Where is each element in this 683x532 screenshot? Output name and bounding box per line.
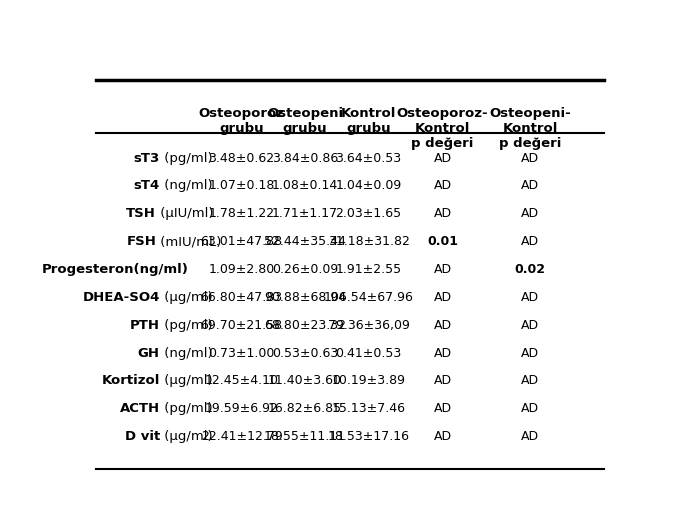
Text: GH: GH: [138, 346, 160, 360]
Text: TSH: TSH: [126, 207, 156, 220]
Text: Osteopeni
grubu: Osteopeni grubu: [267, 107, 343, 135]
Text: 3.84±0.86: 3.84±0.86: [272, 152, 338, 164]
Text: AD: AD: [521, 346, 539, 360]
Text: DHEA-SO4: DHEA-SO4: [83, 291, 160, 304]
Text: (μIU/ml): (μIU/ml): [156, 207, 214, 220]
Text: 63.01±47.88: 63.01±47.88: [201, 235, 283, 248]
Text: AD: AD: [434, 346, 451, 360]
Text: AD: AD: [434, 291, 451, 304]
Text: (ng/ml): (ng/ml): [160, 346, 212, 360]
Text: 31.18±31.82: 31.18±31.82: [328, 235, 410, 248]
Text: (mIU/mL): (mIU/mL): [156, 235, 221, 248]
Text: D vit: D vit: [124, 430, 160, 443]
Text: AD: AD: [521, 402, 539, 415]
Text: AD: AD: [434, 402, 451, 415]
Text: AD: AD: [521, 235, 539, 248]
Text: 10.19±3.89: 10.19±3.89: [331, 375, 406, 387]
Text: 3.48±0.62: 3.48±0.62: [208, 152, 275, 164]
Text: AD: AD: [521, 319, 539, 331]
Text: 0.02: 0.02: [514, 263, 546, 276]
Text: 22.41±12.79: 22.41±12.79: [201, 430, 282, 443]
Text: sT4: sT4: [134, 179, 160, 193]
Text: 0.53±0.63: 0.53±0.63: [272, 346, 338, 360]
Text: 12.45±4.10: 12.45±4.10: [204, 375, 279, 387]
Text: (ng/ml): (ng/ml): [160, 179, 212, 193]
Text: Osteoporoz
grubu: Osteoporoz grubu: [199, 107, 285, 135]
Text: 3.64±0.53: 3.64±0.53: [335, 152, 402, 164]
Text: (pg/ml): (pg/ml): [160, 402, 212, 415]
Text: 18.55±11.11: 18.55±11.11: [264, 430, 346, 443]
Text: 1.07±0.18: 1.07±0.18: [208, 179, 275, 193]
Text: FSH: FSH: [126, 235, 156, 248]
Text: AD: AD: [521, 375, 539, 387]
Text: AD: AD: [434, 375, 451, 387]
Text: Kortizol: Kortizol: [101, 375, 160, 387]
Text: 66.80±47.83: 66.80±47.83: [201, 291, 283, 304]
Text: 79.36±36,09: 79.36±36,09: [328, 319, 410, 331]
Text: (μg/ml): (μg/ml): [160, 291, 212, 304]
Text: 106.54±67.96: 106.54±67.96: [324, 291, 413, 304]
Text: AD: AD: [434, 319, 451, 331]
Text: 0.73±1.00: 0.73±1.00: [208, 346, 275, 360]
Text: Osteopeni-
Kontrol
p değeri: Osteopeni- Kontrol p değeri: [489, 107, 571, 150]
Text: 15.13±7.46: 15.13±7.46: [331, 402, 406, 415]
Text: 0.41±0.53: 0.41±0.53: [335, 346, 402, 360]
Text: 18.53±17.16: 18.53±17.16: [328, 430, 410, 443]
Text: 1.08±0.14: 1.08±0.14: [272, 179, 338, 193]
Text: 16.82±6.85: 16.82±6.85: [268, 402, 342, 415]
Text: (pg/ml): (pg/ml): [160, 319, 212, 331]
Text: 68.80±23.32: 68.80±23.32: [264, 319, 346, 331]
Text: AD: AD: [434, 263, 451, 276]
Text: (μg/ml): (μg/ml): [160, 375, 212, 387]
Text: 1.91±2.55: 1.91±2.55: [335, 263, 402, 276]
Text: 1.71±1.17: 1.71±1.17: [272, 207, 338, 220]
Text: 0.01: 0.01: [427, 235, 458, 248]
Text: AD: AD: [521, 430, 539, 443]
Text: (μg/ml): (μg/ml): [160, 430, 212, 443]
Text: ACTH: ACTH: [120, 402, 160, 415]
Text: AD: AD: [434, 207, 451, 220]
Text: AD: AD: [521, 179, 539, 193]
Text: AD: AD: [521, 291, 539, 304]
Text: PTH: PTH: [130, 319, 160, 331]
Text: 69.70±21.58: 69.70±21.58: [201, 319, 283, 331]
Text: 90.88±68.94: 90.88±68.94: [264, 291, 346, 304]
Text: AD: AD: [434, 430, 451, 443]
Text: 1.78±1.22: 1.78±1.22: [208, 207, 275, 220]
Text: Osteoporoz-
Kontrol
p değeri: Osteoporoz- Kontrol p değeri: [397, 107, 488, 150]
Text: AD: AD: [521, 207, 539, 220]
Text: AD: AD: [521, 152, 539, 164]
Text: 1.09±2.80: 1.09±2.80: [208, 263, 275, 276]
Text: AD: AD: [434, 179, 451, 193]
Text: 2.03±1.65: 2.03±1.65: [335, 207, 402, 220]
Text: 1.04±0.09: 1.04±0.09: [335, 179, 402, 193]
Text: 0.26±0.09: 0.26±0.09: [272, 263, 338, 276]
Text: Progesteron(ng/ml): Progesteron(ng/ml): [42, 263, 189, 276]
Text: 19.59±6.92: 19.59±6.92: [205, 402, 279, 415]
Text: Kontrol
grubu: Kontrol grubu: [341, 107, 396, 135]
Text: 52.44±35.44: 52.44±35.44: [264, 235, 346, 248]
Text: 11.40±3.60: 11.40±3.60: [268, 375, 342, 387]
Text: sT3: sT3: [134, 152, 160, 164]
Text: AD: AD: [434, 152, 451, 164]
Text: (pg/ml): (pg/ml): [160, 152, 212, 164]
